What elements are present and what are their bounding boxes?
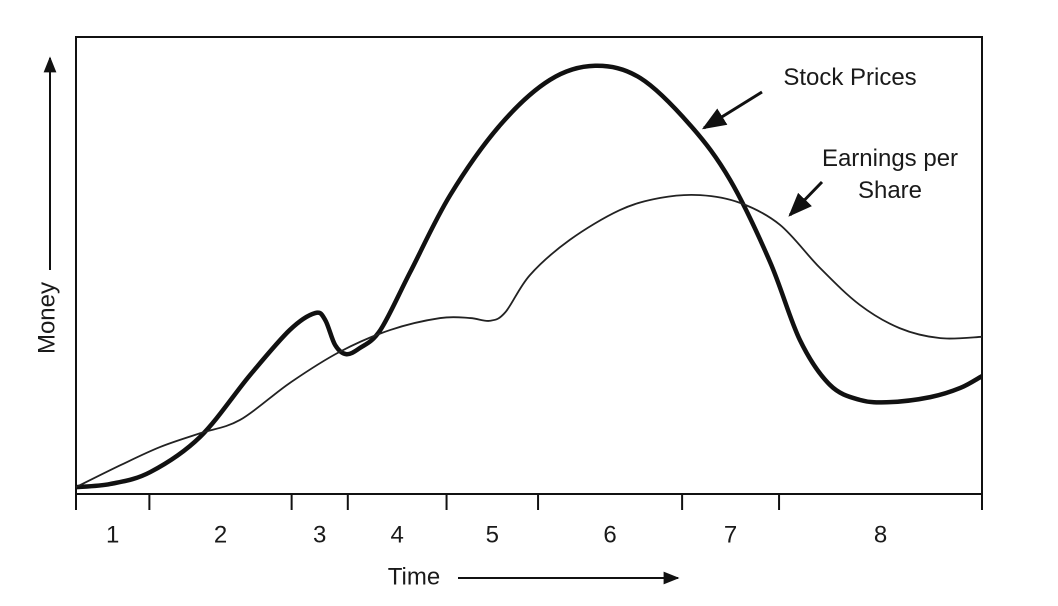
annotation-arrow xyxy=(701,90,763,130)
x-axis-label: Time xyxy=(388,563,440,590)
plot-frame xyxy=(75,36,983,495)
series-label: Earnings per Share xyxy=(821,145,959,204)
x-tick-label: 3 xyxy=(313,521,326,548)
x-tick-label: 1 xyxy=(106,521,119,548)
annotation-arrow xyxy=(788,180,824,217)
x-tick-label: 7 xyxy=(724,521,737,548)
x-tick-label: 6 xyxy=(603,521,616,548)
series-label: Stock Prices xyxy=(783,64,917,91)
x-tick-label: 2 xyxy=(214,521,227,548)
series-line xyxy=(75,193,983,488)
x-tick-label: 4 xyxy=(390,521,403,548)
series-line xyxy=(75,63,984,490)
y-axis-label: Money xyxy=(33,282,60,354)
x-tick-label: 5 xyxy=(486,521,499,548)
x-tick-label: 8 xyxy=(874,521,887,548)
